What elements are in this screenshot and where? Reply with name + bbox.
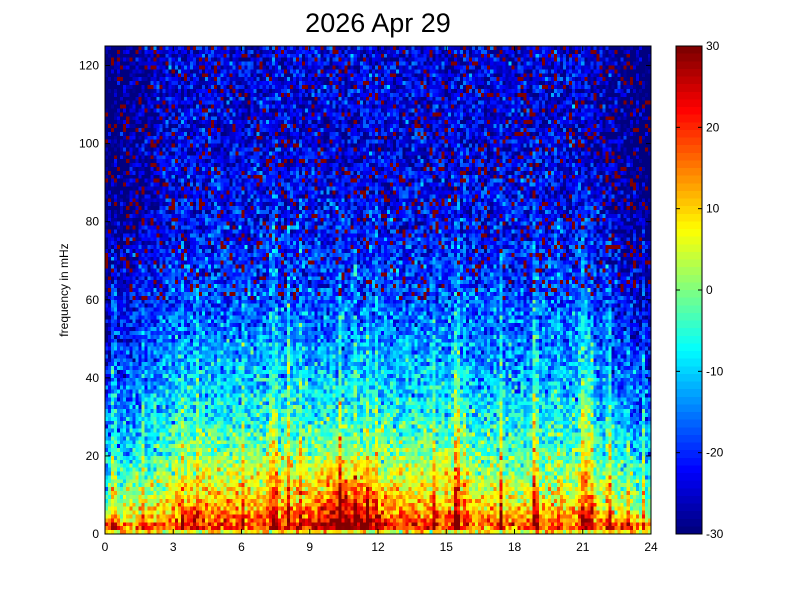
colorbar-tick-label: -20 xyxy=(706,446,724,460)
x-tick-label: 0 xyxy=(102,540,109,554)
x-tick-label: 18 xyxy=(508,540,522,554)
x-tick-label: 15 xyxy=(440,540,454,554)
y-tick-label: 20 xyxy=(86,449,100,463)
x-tick-label: 9 xyxy=(306,540,313,554)
colorbar-tick-label: 0 xyxy=(706,283,713,297)
x-tick-label: 24 xyxy=(644,540,658,554)
colorbar-tick-label: 10 xyxy=(706,202,720,216)
colorbar-tick-label: -10 xyxy=(706,364,724,378)
colorbar-tick-label: 20 xyxy=(706,120,720,134)
x-tick-label: 21 xyxy=(576,540,590,554)
x-tick-label: 6 xyxy=(238,540,245,554)
y-tick-label: 40 xyxy=(86,371,100,385)
y-tick-label: 60 xyxy=(86,293,100,307)
colorbar-tick-label: 30 xyxy=(706,39,720,53)
x-tick-label: 3 xyxy=(170,540,177,554)
chart-title: 2026 Apr 29 xyxy=(305,8,451,38)
y-tick-label: 120 xyxy=(79,59,99,73)
y-axis: 0 20 40 60 80 100 120 xyxy=(79,59,651,541)
x-axis: 0 3 6 9 12 15 18 21 24 xyxy=(102,46,658,554)
y-tick-label: 0 xyxy=(92,527,99,541)
colorbar-axis: 30 20 10 0 -10 -20 -30 xyxy=(676,39,724,541)
colorbar-gradient xyxy=(676,46,702,534)
y-axis-label: frequency in mHz xyxy=(57,243,71,336)
x-tick-label: 12 xyxy=(371,540,385,554)
colorbar-tick-label: -30 xyxy=(706,527,724,541)
spectrogram-heatmap xyxy=(105,46,651,534)
y-tick-label: 100 xyxy=(79,137,99,151)
y-tick-label: 80 xyxy=(86,215,100,229)
